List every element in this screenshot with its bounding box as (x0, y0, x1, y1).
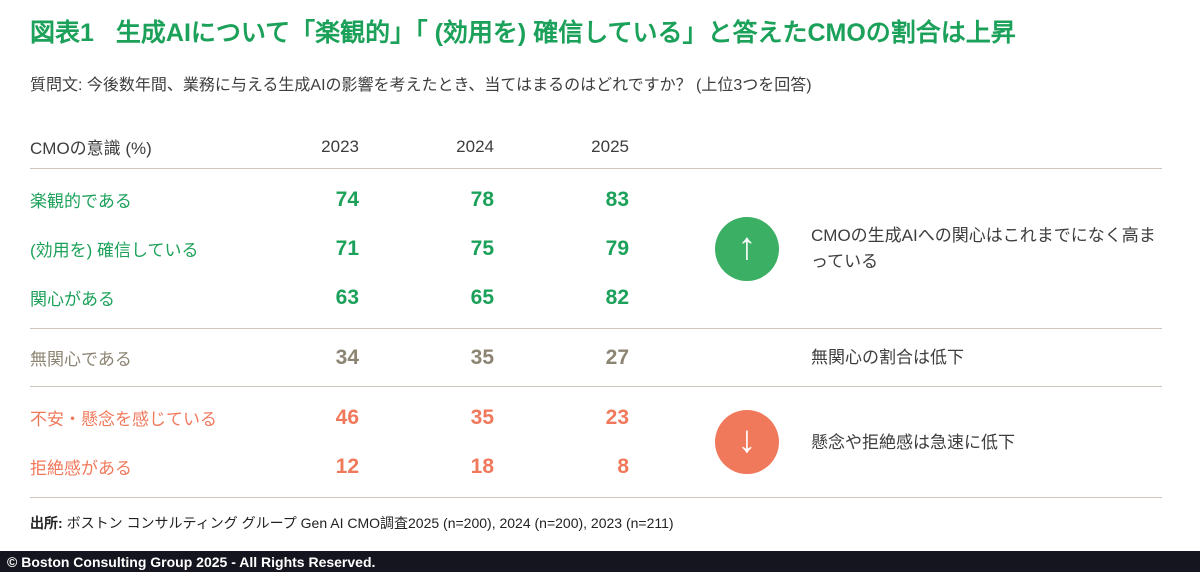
annotation-text: 懸念や拒絶感は急速に低下 (811, 432, 1015, 452)
title-text: 生成AIについて「楽観的」「 (効用を) 確信している」と答えたCMOの割合は上… (115, 19, 1016, 47)
value-2023: 46 (335, 405, 359, 429)
question-text: 質問文: 今後数年間、業務に与える生成AIの影響を考えたとき、当てはまるのはどれ… (30, 77, 812, 95)
annotation-negative: ↓ 懸念や拒絶感は急速に低下 (715, 410, 1162, 475)
table-row: 関心がある 63 65 82 (30, 273, 715, 322)
value-2025: 82 (605, 285, 629, 309)
value-2025: 8 (617, 454, 629, 478)
table-row: 不安・懸念を感じている 46 35 23 (30, 393, 715, 442)
value-2024: 35 (470, 405, 494, 429)
table-row: 楽観的である 74 78 83 (30, 175, 715, 224)
copyright-text: © Boston Consulting Group 2025 - All Rig… (7, 553, 376, 570)
annotation-neutral: 無関心の割合は低下 (715, 345, 1162, 371)
value-2025: 79 (605, 236, 629, 260)
group-negative: 不安・懸念を感じている 46 35 23 拒絶感がある 12 18 8 ↓ 懸念… (30, 387, 1162, 499)
year-header-2023: 2023 (321, 136, 359, 156)
row-label: (効用を) 確信している (30, 241, 199, 261)
exhibit-number: 図表1 (30, 19, 94, 47)
page-title: 図表1 生成AIについて「楽観的」「 (効用を) 確信している」と答えたCMOの割… (30, 18, 1162, 49)
annotation-text: CMOの生成AIへの関心はこれまでになく高まっている (811, 226, 1156, 271)
up-arrow-glyph: ↑ (737, 225, 757, 268)
value-2025: 27 (605, 345, 629, 369)
value-2024: 75 (470, 236, 494, 260)
value-2024: 78 (470, 187, 494, 211)
value-2023: 71 (335, 236, 359, 260)
value-2023: 34 (335, 345, 359, 369)
data-table: CMOの意識 (%) 2023 2024 2025 楽観的である 74 78 8… (30, 125, 1162, 499)
down-arrow-icon: ↓ (715, 410, 779, 475)
value-2024: 18 (470, 454, 494, 478)
group-neutral: 無関心である 34 35 27 無関心の割合は低下 (30, 329, 1162, 388)
row-label: 無関心である (30, 350, 132, 370)
row-label: 拒絶感がある (30, 459, 132, 479)
table-header-label: CMOの意識 (%) (30, 139, 152, 159)
annotation-text: 無関心の割合は低下 (811, 348, 964, 367)
value-2023: 12 (335, 454, 359, 478)
year-header-2025: 2025 (591, 136, 629, 156)
annotation-icon-spacer (715, 357, 779, 358)
year-header-2024: 2024 (456, 136, 494, 156)
value-2023: 74 (335, 187, 359, 211)
value-2025: 23 (605, 405, 629, 429)
exhibit-content: 図表1 生成AIについて「楽観的」「 (効用を) 確信している」と答えたCMOの割… (30, 18, 1162, 533)
source-prefix: 出所: (30, 515, 63, 532)
value-2025: 83 (605, 187, 629, 211)
table-row: (効用を) 確信している 71 75 79 (30, 224, 715, 273)
group-negative-rows: 不安・懸念を感じている 46 35 23 拒絶感がある 12 18 8 (30, 393, 715, 491)
group-neutral-rows: 無関心である 34 35 27 (30, 335, 715, 380)
table-row: 無関心である 34 35 27 (30, 335, 715, 380)
value-2024: 65 (470, 285, 494, 309)
row-label: 関心がある (30, 290, 115, 310)
row-label: 不安・懸念を感じている (30, 410, 217, 430)
up-arrow-icon: ↑ (715, 216, 779, 281)
source-note: 出所: ボストン コンサルティング グループ Gen AI CMO調査2025 (… (30, 513, 1162, 533)
row-label: 楽観的である (30, 192, 132, 212)
group-positive: 楽観的である 74 78 83 (効用を) 確信している 71 75 79 関心… (30, 169, 1162, 330)
table-header-row: CMOの意識 (%) 2023 2024 2025 (30, 125, 1162, 170)
down-arrow-glyph: ↓ (737, 419, 757, 462)
source-text: ボストン コンサルティング グループ Gen AI CMO調査2025 (n=2… (66, 515, 674, 532)
copyright-bar: © Boston Consulting Group 2025 - All Rig… (0, 551, 1200, 572)
annotation-positive: ↑ CMOの生成AIへの関心はこれまでになく高まっている (715, 216, 1162, 281)
value-2023: 63 (335, 285, 359, 309)
group-positive-rows: 楽観的である 74 78 83 (効用を) 確信している 71 75 79 関心… (30, 175, 715, 322)
value-2024: 35 (470, 345, 494, 369)
table-row: 拒絶感がある 12 18 8 (30, 442, 715, 491)
